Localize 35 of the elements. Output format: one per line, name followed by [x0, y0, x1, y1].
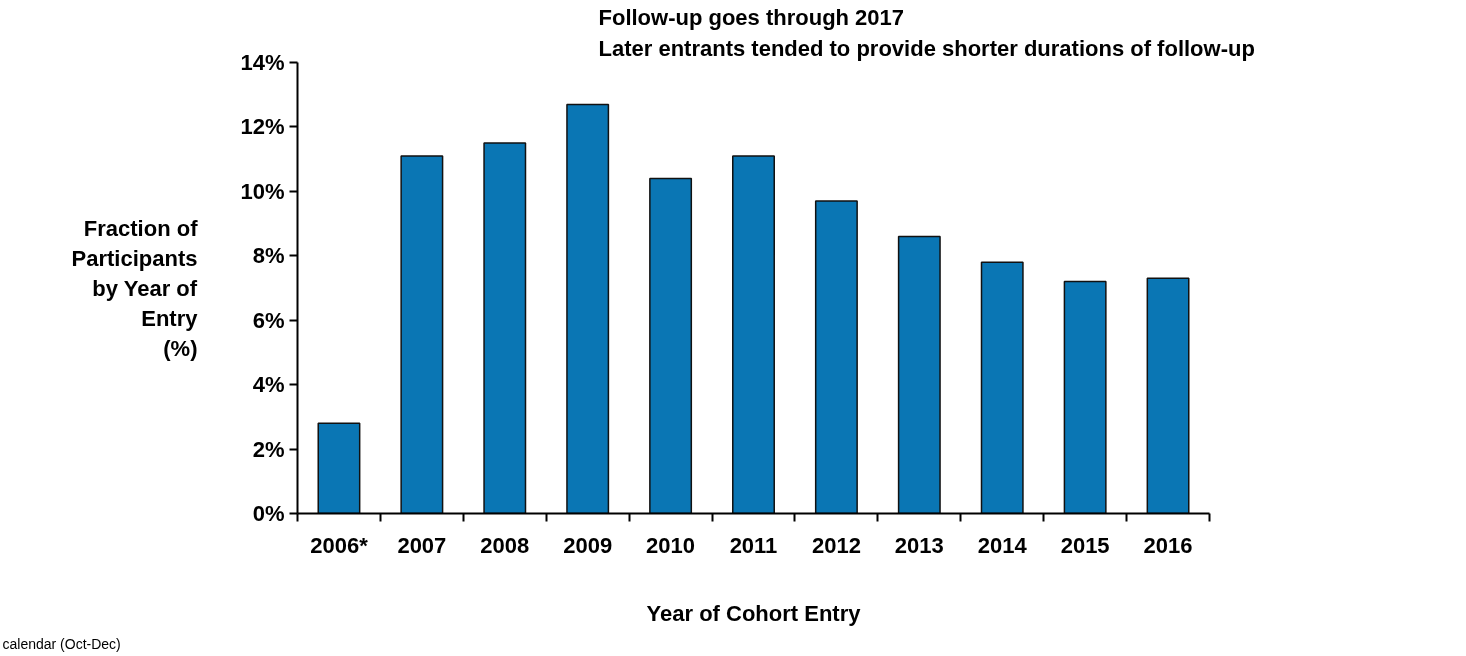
bar — [566, 103, 610, 514]
bar — [814, 200, 858, 514]
text: calendar (Oct-Dec) — [2, 635, 121, 652]
x-tick-label: 2014 — [977, 532, 1028, 558]
text: Follow-up goes through 2017 — [598, 4, 905, 30]
y-tick-label: 2% — [252, 436, 285, 462]
x-tick-label: 2015 — [1060, 532, 1110, 558]
x-tick-label: 2013 — [894, 532, 944, 558]
text: Later entrants tended to provide shorter durations of follow-up — [598, 35, 1255, 61]
y-tick-label: 10% — [240, 178, 285, 204]
bar — [400, 155, 444, 514]
x-tick-label: 2009 — [563, 532, 613, 558]
x-tick-label: 2006* — [310, 532, 369, 558]
y-tick-label: 4% — [252, 372, 285, 398]
x-tick-label: 2007 — [397, 532, 447, 558]
y-tick-label: 6% — [252, 307, 285, 333]
bar — [483, 142, 527, 514]
bar — [1063, 280, 1107, 514]
x-tick-label: 2012 — [811, 532, 861, 558]
x-tick-label: 2011 — [729, 532, 778, 558]
bar — [980, 261, 1024, 514]
bar — [732, 155, 775, 514]
bar — [897, 235, 941, 514]
x-tick-label: 2010 — [646, 532, 696, 558]
x-tick-label: 2016 — [1143, 532, 1193, 558]
y-tick-label: 8% — [252, 243, 285, 269]
bar — [317, 422, 361, 514]
bar — [649, 177, 693, 514]
y-axis-title: Fraction of Participants by Year of Entry (%) — [71, 215, 199, 361]
bar — [1146, 277, 1190, 514]
y-tick-label: 14% — [240, 50, 285, 75]
y-tick-label: 12% — [240, 114, 285, 140]
x-axis-title: Year of Cohort Entry — [646, 600, 862, 626]
x-tick-label: 2008 — [480, 532, 530, 558]
y-tick-label: 0% — [252, 501, 285, 526]
